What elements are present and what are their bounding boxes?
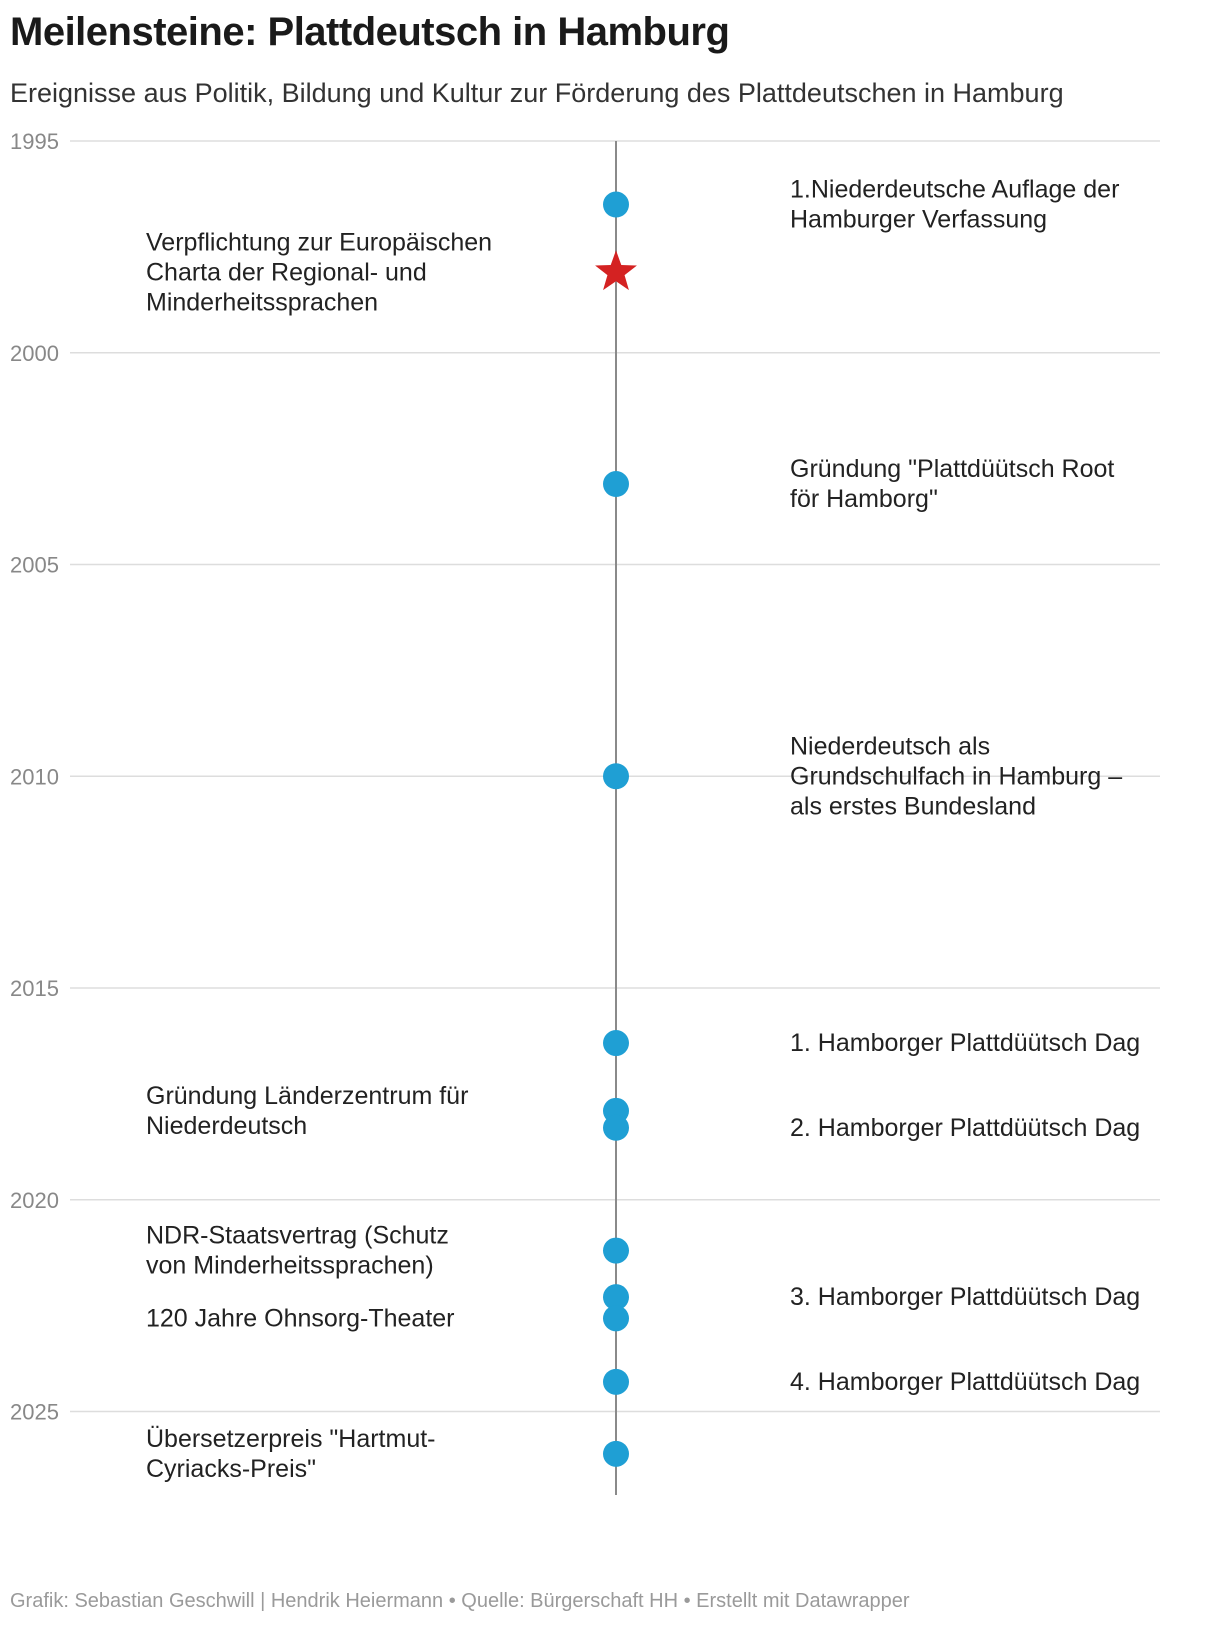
event-marker-4: [603, 1030, 629, 1057]
event-label-10: 4. Hamborger Plattdüütsch Dag: [790, 1368, 1140, 1396]
tick-label-1995: 1995: [10, 129, 59, 154]
event-marker-3: [603, 763, 629, 790]
tick-label-2005: 2005: [10, 553, 59, 578]
event-label-4: 1. Hamborger Plattdüütsch Dag: [790, 1029, 1140, 1057]
timeline-chart: 1995 2000 2005 2010 2015 2020 2025 1.Niederdeu…: [10, 129, 1160, 1495]
event-marker-9: [603, 1305, 629, 1332]
event-marker-10: [603, 1368, 629, 1395]
event-label-3: Niederdeutsch als Grundschulfach in Hambu…: [790, 732, 1122, 820]
chart-footer: Grafik: Sebastian Geschwill | Hendrik He…: [10, 1590, 910, 1612]
event-label-11: Übersetzerpreis "Hartmut-Cyriacks-Preis": [146, 1425, 436, 1483]
label-layer: 1.Niederdeutsche Auflage der Hamburger Ve…: [146, 176, 1140, 1483]
tick-label-2020: 2020: [10, 1188, 59, 1213]
event-label-7: NDR-Staatsvertrag (Schutz von Minderheits…: [146, 1222, 449, 1280]
event-marker-star-1: [595, 250, 637, 291]
event-label-0: 1.Niederdeutsche Auflage der Hamburger Ve…: [790, 176, 1119, 234]
event-label-2: Gründung "Plattdüütsch Root för Hamborg": [790, 455, 1114, 513]
event-marker-6: [603, 1114, 629, 1141]
event-marker-2: [603, 471, 629, 498]
tick-label-2015: 2015: [10, 976, 59, 1001]
chart-subtitle: Ereignisse aus Politik, Bildung und Kult…: [10, 78, 1064, 108]
marker-layer: [595, 191, 637, 1467]
event-label-6: 2. Hamborger Plattdüütsch Dag: [790, 1114, 1140, 1142]
tick-label-2000: 2000: [10, 341, 59, 366]
event-label-8: 3. Hamborger Plattdüütsch Dag: [790, 1283, 1140, 1311]
event-marker-0: [603, 191, 629, 218]
event-marker-11: [603, 1440, 629, 1467]
tick-label-2010: 2010: [10, 764, 59, 789]
tick-label-2025: 2025: [10, 1400, 59, 1425]
chart-title: Meilensteine: Plattdeutsch in Hamburg: [10, 10, 730, 54]
event-marker-7: [603, 1237, 629, 1264]
event-marker-8: [603, 1284, 629, 1311]
event-label-1: Verpflichtung zur Europäischen Charta der…: [146, 228, 492, 316]
event-label-5: Gründung Länderzentrum für Niederdeutsch: [146, 1082, 468, 1140]
event-label-9: 120 Jahre Ohnsorg-Theater: [146, 1304, 455, 1332]
